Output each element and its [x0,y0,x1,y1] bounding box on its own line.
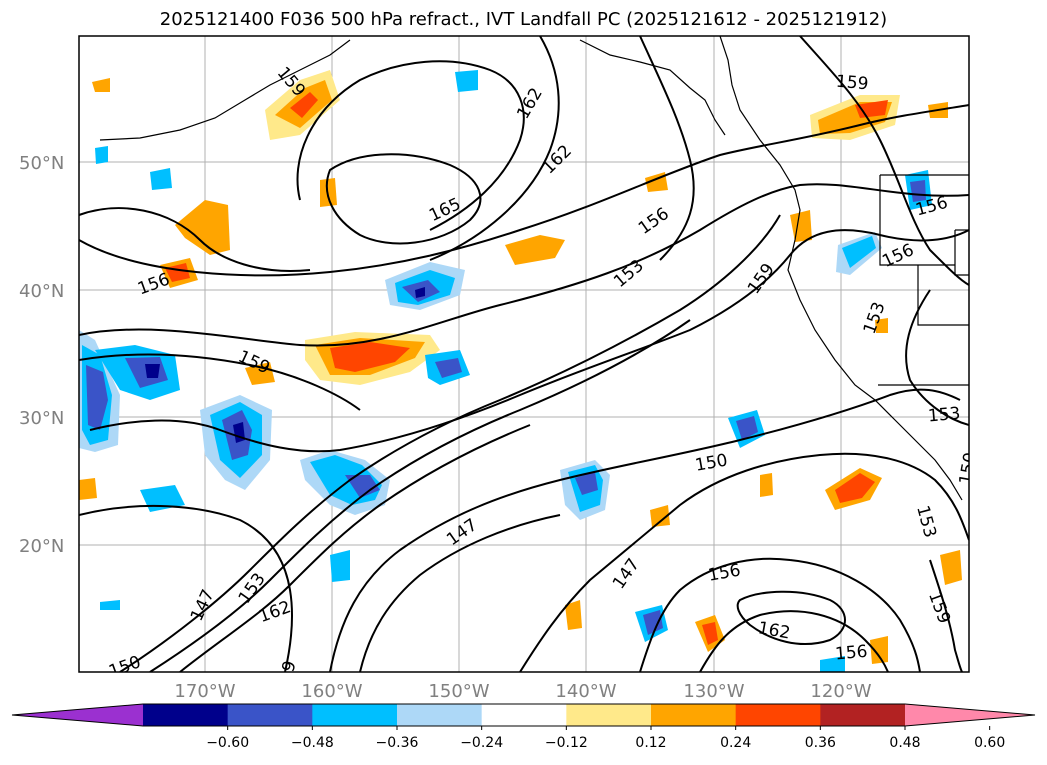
contour-label: 150 [956,451,981,486]
map-title: 2025121400 F036 500 hPa refract., IVT La… [159,9,888,30]
colorbar-tick-label: 0.60 [974,735,1005,751]
colorbar-extend-high [905,704,1035,726]
lon-label: 120°W [810,681,871,702]
map-border [78,35,970,673]
lon-label: 160°W [301,681,362,702]
colorbar-segment [481,704,567,726]
colorbar-segment [566,704,652,726]
contour-label: 156 [834,642,868,665]
contour-label: 153 [927,404,961,427]
contour-lines [79,36,969,672]
colorbar-tick-label: −0.60 [206,735,249,751]
colorbar-tick-label: −0.36 [376,735,419,751]
colorbar-segment [820,704,906,726]
colorbar-tick-label: −0.12 [545,735,588,751]
colorbar-outline [11,703,1036,727]
colorbar-segment [397,704,483,726]
colorbar-segment [227,704,313,726]
colorbar-segment [651,704,737,726]
colorbar-tick-label: 0.36 [805,735,836,751]
lat-label: 30°N [19,408,64,429]
colorbar-tick-label: −0.48 [291,735,334,751]
colorbar-tick-label: −0.24 [460,735,503,751]
latitude-labels: 50°N 40°N 30°N 20°N [19,153,64,557]
lon-label: 130°W [683,681,744,702]
colorbar-segment [143,704,229,726]
colorbar-tick-label: 0.12 [635,735,666,751]
lon-label: 150°W [428,681,489,702]
colorbar-segment [735,704,821,726]
colorbar: −0.60 −0.48 −0.36 −0.24 −0.12 0.12 0.24 0.36 0.4… [11,703,1036,751]
contour-label: 159 [835,72,869,95]
lat-label: 40°N [19,281,64,302]
colorbar-extend-low [12,704,143,726]
lat-label: 20°N [19,536,64,557]
lon-label: 170°W [174,681,235,702]
longitude-labels: 170°W 160°W 150°W 140°W 130°W 120°W [174,681,871,702]
colorbar-tick-label: 0.24 [720,735,751,751]
coastlines [99,36,969,501]
colorbar-segment [312,704,398,726]
lon-label: 140°W [555,681,616,702]
shading-patches [79,70,962,672]
contour-label: 150 [969,606,994,641]
colorbar-tick-label: 0.48 [889,735,920,751]
lat-label: 50°N [19,153,64,174]
